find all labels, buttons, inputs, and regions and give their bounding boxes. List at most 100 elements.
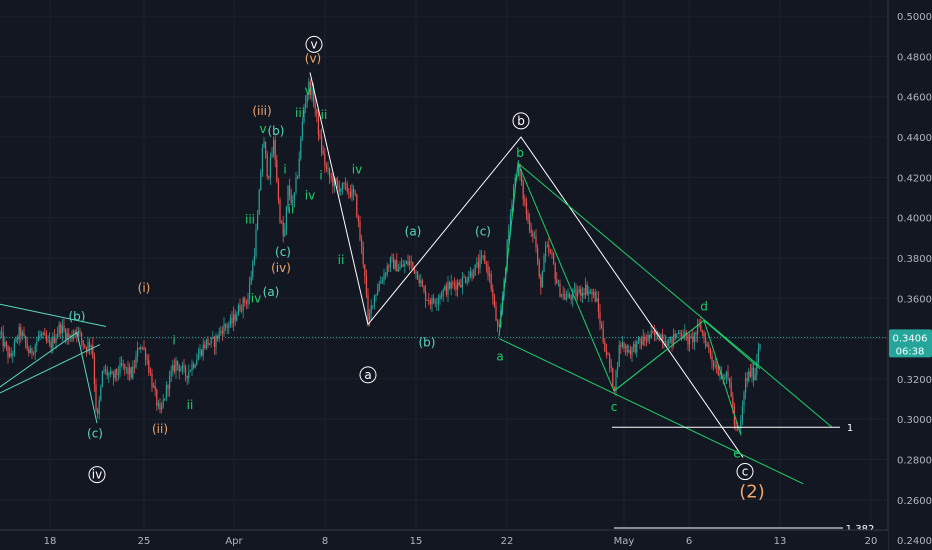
candle-body (444, 286, 446, 290)
candle-body (109, 371, 111, 375)
candle-body (271, 154, 273, 158)
candle-body (689, 336, 691, 345)
wave-label: iv (251, 291, 261, 305)
candle-body (565, 297, 567, 300)
candle-body (753, 367, 755, 381)
candle-body (477, 262, 479, 269)
candle-body (713, 361, 715, 366)
candle-body (345, 183, 347, 185)
candle-body (393, 257, 395, 269)
candle-body (569, 293, 571, 298)
candle-body (668, 339, 670, 347)
candle-body (95, 384, 97, 411)
wave-label: c (742, 465, 749, 479)
candle-body (413, 265, 415, 274)
candle-body (517, 163, 519, 177)
candle-body (127, 367, 129, 375)
candle-body (52, 336, 54, 348)
candle-body (92, 345, 94, 358)
wave-label: (b) (419, 336, 436, 350)
candle-body (332, 178, 334, 187)
candle-body (212, 337, 214, 339)
candle-body (385, 274, 387, 275)
candle-body (457, 282, 459, 290)
candle-body (268, 176, 270, 178)
candle-body (388, 266, 390, 268)
candle-body (551, 252, 553, 254)
time-tick-label: 8 (322, 536, 328, 547)
candle-body (538, 260, 540, 277)
candle-body (749, 371, 751, 377)
wave-label: v (259, 122, 266, 136)
candle-body (234, 314, 236, 321)
candle-body (756, 361, 758, 375)
candle-body (317, 114, 319, 135)
candle-body (351, 189, 353, 197)
candle-body (111, 371, 113, 375)
candle-body (274, 140, 276, 160)
candle-body (410, 261, 412, 263)
candle-body (545, 246, 547, 257)
candle-body (564, 293, 566, 300)
candle-body (522, 182, 524, 200)
candle-body (423, 286, 425, 292)
candle-body (215, 335, 217, 348)
candle-body (58, 324, 60, 334)
candle-body (442, 289, 444, 297)
candle-body (258, 189, 260, 215)
candle-body (5, 342, 7, 347)
candle-body (285, 206, 287, 230)
candle-body (679, 332, 681, 335)
channel-lower-right (498, 338, 804, 485)
price-tick-label: 0.3200 (897, 375, 932, 386)
candle-body (135, 356, 137, 368)
candle-body (665, 341, 667, 345)
candle-body (137, 348, 139, 357)
time-axis[interactable]: 18 25 Apr 8 15 22 May 6 13 20 (44, 536, 878, 547)
candle-body (369, 313, 371, 320)
candle-body (738, 427, 740, 429)
candle-body (439, 295, 441, 299)
candle-body (349, 192, 351, 197)
candle-body (149, 372, 151, 374)
candle-body (602, 328, 604, 343)
candle-body (625, 345, 627, 348)
candle-body (343, 182, 345, 185)
candle-body (740, 421, 742, 429)
candle-body (725, 372, 727, 378)
candle-body (553, 253, 555, 264)
candle-body (313, 88, 315, 104)
candle-body (577, 292, 579, 297)
candle-body (47, 340, 49, 342)
candle-body (644, 336, 646, 341)
candle-body (452, 282, 454, 284)
candle-body (437, 298, 439, 303)
candle-body (295, 177, 297, 193)
candle-body (228, 324, 230, 328)
candle-body (489, 274, 491, 276)
candle-body (29, 348, 31, 354)
wave-label: a (496, 350, 503, 364)
candle-body (204, 344, 206, 348)
candle-body (60, 324, 62, 334)
candle-body (629, 350, 631, 355)
candle-body (117, 373, 119, 375)
candle-body (487, 265, 489, 276)
wave-label-circle (88, 466, 106, 484)
candle-body (223, 324, 225, 334)
candle-body (396, 260, 398, 272)
wave-label: (c) (475, 225, 491, 239)
candle-body (652, 331, 654, 333)
wave-label-circle (359, 366, 377, 384)
candle-body (578, 288, 580, 293)
candle-body (164, 398, 166, 400)
candle-body (485, 263, 487, 266)
price-tick-label: 0.2600 (897, 496, 932, 507)
price-tick-label: 0.3800 (897, 254, 932, 265)
wave-label: v (310, 37, 317, 51)
candle-body (367, 294, 369, 320)
candle-body (453, 283, 455, 285)
candle-body (45, 335, 47, 341)
candle-body (337, 181, 339, 185)
